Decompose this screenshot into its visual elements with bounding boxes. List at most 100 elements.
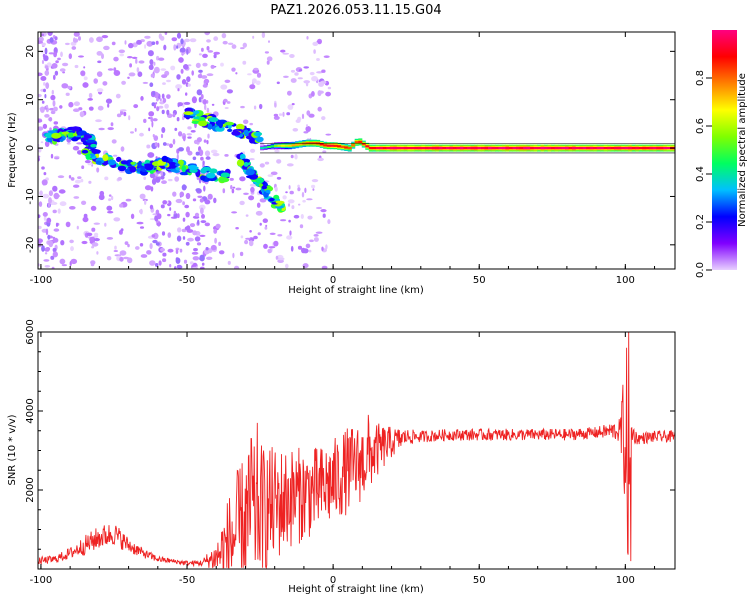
colorbar-tick-label: 0.8: [695, 70, 706, 86]
noise-blob: [256, 202, 261, 208]
ridge-segment: [319, 143, 324, 146]
noise-blob: [107, 127, 114, 131]
ridge-segment: [393, 147, 398, 150]
x-tick-label: 50: [473, 575, 486, 586]
noise-blob: [183, 259, 188, 264]
noise-blob: [274, 149, 280, 153]
ridge-segment: [442, 147, 447, 150]
ridge-segment: [400, 147, 405, 150]
noise-blob: [287, 90, 292, 96]
noise-blob: [257, 232, 261, 236]
noise-blob: [291, 205, 295, 210]
noise-blob: [52, 237, 59, 243]
ridge-segment: [379, 147, 384, 150]
noise-blob: [156, 106, 160, 112]
noise-blob: [186, 76, 191, 83]
noise-blob: [149, 260, 156, 266]
noise-blob: [43, 172, 47, 176]
spectral-blob: [170, 168, 177, 173]
noise-blob: [158, 105, 164, 109]
noise-blob: [235, 187, 242, 191]
noise-blob: [203, 185, 206, 192]
noise-blob: [50, 153, 54, 159]
noise-blob: [98, 194, 105, 201]
noise-blob: [200, 156, 204, 161]
noise-blob: [313, 234, 319, 237]
spectral-blob: [86, 139, 96, 143]
noise-blob: [150, 73, 155, 78]
ridge-segment: [652, 147, 657, 150]
noise-blob: [243, 119, 249, 125]
noise-blob: [302, 248, 309, 254]
noise-blob: [197, 195, 203, 198]
ridge-segment: [603, 147, 608, 150]
ridge-segment: [558, 147, 563, 150]
ridge-segment: [628, 147, 633, 150]
ridge-segment: [295, 143, 300, 146]
noise-blob: [177, 88, 180, 92]
ridge-segment: [428, 147, 433, 150]
noise-blob: [162, 258, 167, 263]
spectral-blob: [120, 160, 129, 165]
noise-blob: [129, 63, 133, 68]
noise-blob: [289, 190, 294, 195]
noise-blob: [50, 94, 56, 101]
noise-blob: [158, 57, 165, 61]
noise-blob: [222, 188, 226, 194]
noise-blob: [149, 82, 154, 87]
noise-blob: [287, 203, 291, 207]
noise-blob: [154, 142, 158, 147]
noise-blob: [189, 38, 197, 43]
ridge-segment: [607, 147, 612, 150]
spectral-blob: [102, 154, 109, 162]
ridge-segment: [526, 147, 531, 150]
noise-blob: [60, 51, 63, 58]
noise-blob: [306, 110, 311, 116]
noise-blob: [41, 33, 45, 37]
noise-blob: [160, 68, 167, 71]
noise-blob: [210, 149, 218, 154]
ridge-segment: [270, 145, 275, 148]
noise-blob: [41, 245, 45, 252]
ridge-segment: [438, 147, 443, 150]
noise-blob: [105, 98, 113, 104]
noise-blob: [181, 228, 187, 233]
noise-blob: [116, 113, 122, 118]
noise-blob: [287, 104, 294, 110]
noise-blob: [136, 39, 142, 45]
noise-blob: [166, 109, 170, 116]
noise-blob: [136, 67, 140, 73]
noise-blob: [41, 166, 45, 170]
noise-blob: [52, 185, 58, 192]
colorbar: 0.0 0.2 0.4 0.6 0.8 Normalized spectral ampl…: [695, 30, 748, 278]
ridge-segment: [540, 147, 545, 150]
noise-blob: [184, 38, 191, 43]
noise-blob: [305, 243, 311, 249]
ridge-segment: [554, 147, 559, 150]
noise-blob: [90, 205, 97, 211]
noise-blob: [231, 67, 236, 72]
noise-blob: [160, 247, 165, 252]
noise-blob: [54, 157, 60, 160]
noise-blob: [152, 118, 158, 122]
noise-blob: [317, 157, 324, 162]
noise-blob: [91, 242, 99, 247]
noise-blob: [38, 201, 43, 207]
noise-blob: [132, 42, 138, 48]
noise-blob: [202, 62, 208, 67]
noise-blob: [40, 141, 44, 144]
noise-blob: [139, 193, 146, 200]
noise-blob: [119, 203, 124, 208]
noise-blob: [107, 210, 114, 214]
noise-blob: [106, 205, 113, 211]
noise-blob: [239, 176, 246, 182]
noise-blob: [150, 186, 154, 192]
noise-blob: [197, 219, 200, 226]
ridge-segment: [477, 147, 482, 150]
noise-blob: [47, 32, 53, 36]
ridge-segment: [530, 147, 535, 150]
noise-blob: [70, 177, 75, 181]
noise-blob: [60, 240, 65, 246]
noise-blob: [97, 60, 102, 64]
noise-blob: [111, 139, 117, 144]
